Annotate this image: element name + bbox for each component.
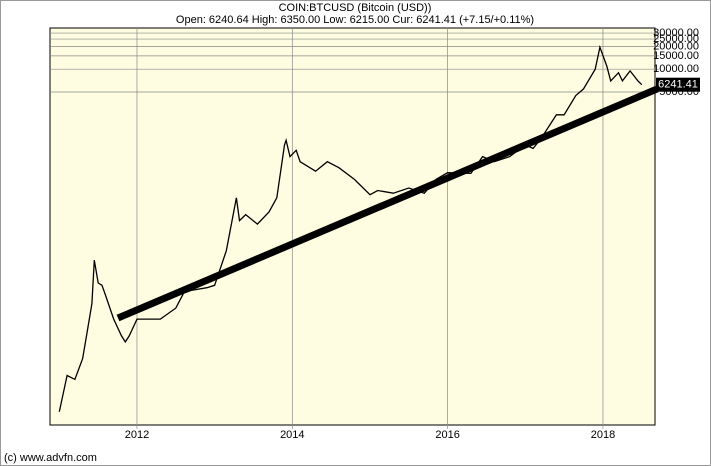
chart-title: COIN:BTCUSD (Bitcoin (USD)) [279,2,432,14]
plot-area [49,27,656,426]
x-tick-label: 2012 [125,429,149,441]
trend-line [116,85,659,322]
y-tick-label: 30000.00 [653,27,699,39]
price-line [58,44,643,412]
chart-subtitle: Open: 6240.64 High: 6350.00 Low: 6215.00… [176,14,534,26]
y-tick-label: 15000.00 [653,50,699,62]
y-tick-label: 20000.00 [653,40,699,52]
source: (c) www.advfn.com [4,452,97,464]
x-tick-label: 2018 [591,429,615,441]
y-tick-label: 25000.00 [653,33,699,45]
x-tick-label: 2014 [280,429,304,441]
last-price-label: 6241.41 [658,79,698,91]
y-tick-label: 10000.00 [653,63,699,75]
x-tick-label: 2016 [435,429,459,441]
last-price-box [656,77,700,92]
